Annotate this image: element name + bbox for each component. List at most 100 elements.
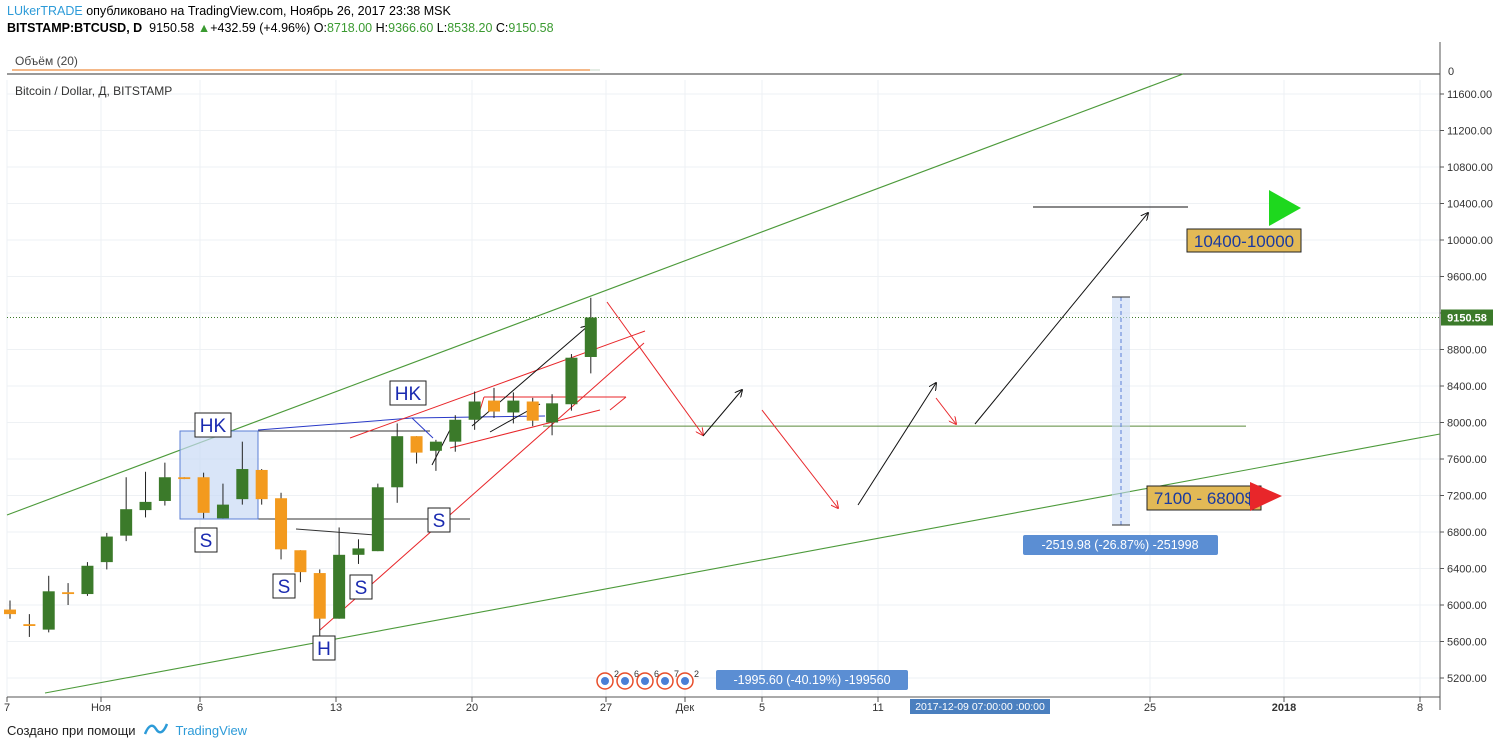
black-arrow xyxy=(702,390,742,437)
blue-neck-line xyxy=(257,417,413,431)
volume-label: Объём (20) xyxy=(15,54,78,68)
y-tick-label: 11200.00 xyxy=(1447,126,1492,138)
published-text: опубликовано на TradingView.com, Ноябрь … xyxy=(86,4,451,18)
y-tick-label: 9600.00 xyxy=(1447,272,1487,284)
neck-line-3 xyxy=(295,528,376,536)
event-badge-dot xyxy=(601,677,609,685)
candle-body xyxy=(294,550,307,573)
y-tick-label: 11600.00 xyxy=(1447,89,1492,101)
x-tick-label: 2018 xyxy=(1272,702,1296,714)
x-tick-label: Ноя xyxy=(91,702,111,714)
change-value: +432.59 (+4.96%) xyxy=(210,21,311,35)
event-badge-count: 2 xyxy=(694,669,699,679)
x-tick-label: 6 xyxy=(197,702,203,714)
pattern-label: S xyxy=(278,577,291,598)
red-arrow xyxy=(761,409,838,508)
pattern-label: H xyxy=(317,639,331,660)
target-down-icon xyxy=(1250,482,1282,511)
crosshair-time-label: 2017-12-09 07:00:00 :00:00 xyxy=(915,701,1045,713)
pattern-label-box xyxy=(349,574,373,600)
x-tick-label: 7 xyxy=(4,702,10,714)
time-axis[interactable]: 7 Ноя 6 13 20 27 Дек 5 11 25 2018 8 2017-12-09 07:00… xyxy=(4,696,1440,714)
price-tag xyxy=(1441,309,1493,326)
low-label: L: xyxy=(436,21,448,35)
candle-body xyxy=(565,357,578,405)
pattern-label: HK xyxy=(395,384,422,405)
candle-body xyxy=(333,554,346,619)
y-tick-label: 5600.00 xyxy=(1447,637,1487,649)
event-badge-count: 2 xyxy=(614,669,619,679)
y-tick-label: 8400.00 xyxy=(1447,381,1487,393)
symbol-label: BITSTAMP:BTCUSD, D xyxy=(7,21,143,35)
tradingview-brand[interactable]: TradingView xyxy=(175,723,248,738)
y-tick-label: 6400.00 xyxy=(1447,564,1487,576)
target-down-label: 7100 - 6800$ xyxy=(1154,489,1255,508)
event-badge-dot xyxy=(681,677,689,685)
ohlc-line: BITSTAMP:BTCUSD, D 9150.58 ▲+432.59 (+4.… xyxy=(7,21,554,35)
close-label: C: xyxy=(495,21,509,35)
chart-title: Bitcoin / Dollar, Д, BITSTAMP xyxy=(15,84,172,98)
pattern-label-box xyxy=(427,507,451,533)
pattern-label: S xyxy=(433,511,446,532)
drawings-layer xyxy=(6,73,1441,694)
candle-body xyxy=(275,498,288,550)
candle-body xyxy=(255,469,268,500)
candle-body xyxy=(488,400,500,412)
pattern-label-box xyxy=(312,635,336,661)
candle-body xyxy=(410,436,423,453)
low-value: 8538.20 xyxy=(447,21,493,35)
open-label: O: xyxy=(313,21,327,35)
event-badge-dot xyxy=(641,677,649,685)
red-trend-line xyxy=(449,409,601,449)
target-up-box xyxy=(1186,228,1302,253)
y-tick-label: 7200.00 xyxy=(1447,491,1487,503)
pattern-label-box xyxy=(194,527,218,553)
crosshair-time-box xyxy=(910,699,1050,714)
pattern-label: S xyxy=(200,531,213,552)
high-value: 9366.60 xyxy=(388,21,434,35)
event-badge-dot xyxy=(661,677,669,685)
red-trend-line xyxy=(479,396,485,411)
labels-layer: HK S S H S HK S 10400-10000 7100 - 6800$ -2519.98… xyxy=(194,190,1302,690)
target-up-label: 10400-10000 xyxy=(1194,232,1294,251)
measure-label: -2519.98 (-26.87%) -251998 xyxy=(1041,538,1198,552)
y-tick-label: 10400.00 xyxy=(1447,199,1493,211)
candle-body xyxy=(429,441,442,451)
measure-label-2: -1995.60 (-40.19%) -199560 xyxy=(733,673,890,687)
red-trend-line xyxy=(609,396,627,411)
event-badge-dot xyxy=(621,677,629,685)
x-tick-label: 27 xyxy=(600,702,612,714)
red-arrow xyxy=(606,301,703,435)
last-price: 9150.58 xyxy=(149,21,195,35)
channel-lower-line xyxy=(44,433,1441,694)
pattern-label-box xyxy=(272,573,296,599)
y-tick-label: 10800.00 xyxy=(1447,162,1493,174)
candle-body xyxy=(100,536,113,563)
target-up-icon xyxy=(1269,190,1301,226)
y-tick-label: 5200.00 xyxy=(1447,673,1487,685)
candle-body xyxy=(584,317,597,357)
x-tick-label: 20 xyxy=(466,702,478,714)
y-tick-label: 6800.00 xyxy=(1447,527,1487,539)
candle-body xyxy=(468,401,481,420)
up-triangle-icon: ▲ xyxy=(197,21,211,35)
candle-body xyxy=(178,477,191,480)
x-tick-label: 25 xyxy=(1144,702,1156,714)
candle-body xyxy=(449,419,462,442)
x-tick-label: Дек xyxy=(676,702,695,714)
candle-body xyxy=(507,400,520,413)
author-link[interactable]: LUkerTRADE xyxy=(7,4,83,18)
grid xyxy=(6,80,1440,697)
candle-body xyxy=(4,609,16,615)
tradingview-logo-icon[interactable] xyxy=(143,722,168,739)
publish-line: LUkerTRADE опубликовано на TradingView.c… xyxy=(7,4,451,18)
y-tick-label: 8800.00 xyxy=(1447,345,1487,357)
y-tick-label: 7600.00 xyxy=(1447,454,1487,466)
price-axis[interactable]: 5200.00 5600.00 6000.00 6400.00 6800.00 7200.… xyxy=(1439,42,1493,710)
candle-body xyxy=(42,591,55,630)
volume-axis-zero: 0 xyxy=(1448,66,1454,78)
measure-label-box-2 xyxy=(716,670,908,690)
open-value: 8718.00 xyxy=(326,21,373,35)
event-badge-count: 6 xyxy=(634,669,639,679)
